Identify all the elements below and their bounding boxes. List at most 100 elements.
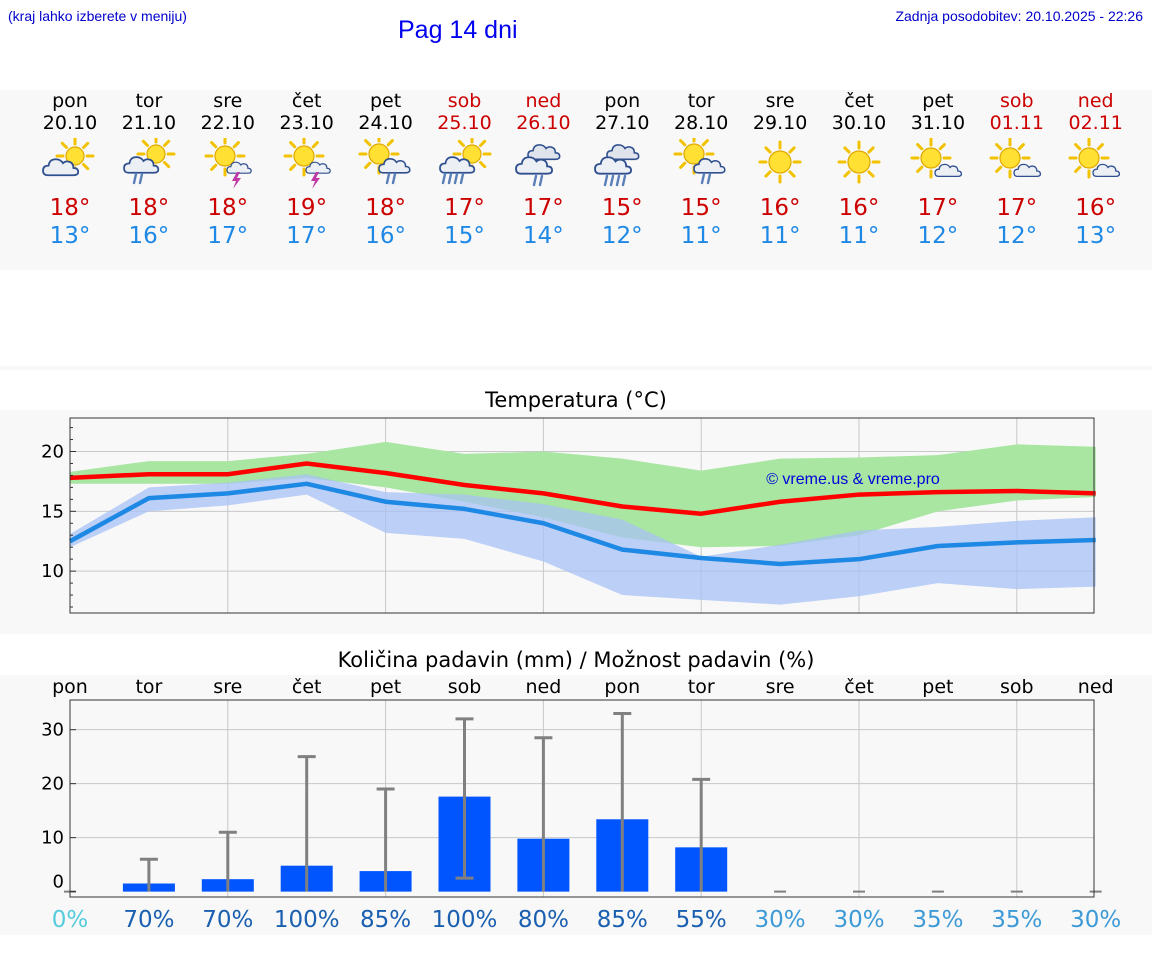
day-forecast: sob 25.10 17° 15° (425, 90, 505, 250)
x-category-label: pet (922, 676, 953, 698)
day-name: ned (525, 90, 562, 112)
day-name: sob (1000, 90, 1034, 112)
precip-probability-label: 100% (432, 907, 498, 933)
sun-small-cloud-icon (910, 138, 962, 179)
x-category-label: sre (213, 676, 242, 698)
precip-probability-label: 30% (1070, 907, 1121, 933)
x-category-label: sob (1000, 676, 1034, 698)
precip-probability-label: 0% (52, 907, 89, 933)
temp-range-band-min (70, 474, 1096, 605)
forecast-panel (0, 90, 1152, 270)
max-temp: 16° (1075, 195, 1117, 221)
page-title: Pag 14 dni (398, 16, 518, 44)
day-forecast: sre 29.10 16° 11° (740, 90, 820, 250)
min-temp: 12° (917, 223, 959, 249)
day-date: 29.10 (752, 112, 808, 134)
day-date: 23.10 (279, 112, 334, 134)
min-temp: 12° (996, 223, 1038, 249)
precip-probability-label: 35% (991, 907, 1042, 933)
max-temp: 17° (523, 195, 564, 221)
day-date: 25.10 (437, 112, 492, 134)
day-name: pet (369, 90, 402, 112)
temperature-chart: 10 15 20 © vreme.us & vreme.pro (41, 417, 1096, 614)
precip-probability-label: 30% (755, 907, 806, 933)
day-date: 27.10 (595, 112, 650, 134)
day-forecast: tor 28.10 15° 11° (661, 90, 741, 250)
day-date: 28.10 (673, 112, 729, 134)
sun-cloud-rain-icon (358, 138, 411, 185)
max-temp: 16° (838, 195, 880, 221)
sun-small-cloud-icon (989, 138, 1041, 179)
day-name: tor (687, 90, 715, 112)
min-temp: 11° (838, 223, 880, 249)
day-date: 20.10 (42, 112, 98, 134)
max-temp: 19° (286, 195, 328, 221)
min-temp: 13° (1075, 223, 1117, 249)
precip-probability-label: 70% (123, 907, 174, 933)
min-temp: 17° (286, 223, 328, 249)
x-category-label: čet (292, 676, 322, 698)
precip-probability-label: 35% (912, 907, 963, 933)
x-category-label: tor (688, 676, 715, 698)
x-category-label: ned (1078, 676, 1114, 698)
max-temp: 16° (759, 195, 801, 221)
min-temp: 16° (365, 223, 406, 249)
precip-probability-label: 85% (360, 907, 411, 933)
day-forecast: pon 20.10 18° 13° (30, 90, 110, 250)
y-tick-label: 20 (41, 774, 64, 795)
temp-range-band-max (70, 441, 1096, 548)
day-name: tor (135, 90, 163, 112)
sun-small-cloud-icon (1068, 138, 1120, 179)
day-forecast: ned 02.11 16° 13° (1056, 90, 1136, 250)
min-temp: 14° (523, 223, 564, 249)
day-forecast: pon 27.10 15° 12° (582, 90, 662, 250)
day-date: 26.10 (516, 112, 571, 134)
day-name: sob (447, 90, 482, 112)
day-date: 31.10 (910, 112, 966, 134)
day-forecast: čet 30.10 16° 11° (819, 90, 899, 250)
plot-frame (69, 699, 1095, 898)
max-temp: 18° (128, 195, 170, 221)
max-temp: 17° (917, 195, 959, 221)
sun-icon (837, 140, 881, 184)
day-forecast: tor 21.10 18° 16° (109, 90, 189, 250)
max-temp: 15° (680, 195, 722, 221)
day-name: sre (765, 90, 795, 112)
day-forecast: pet 31.10 17° 12° (898, 90, 978, 250)
day-name: ned (1077, 90, 1114, 112)
min-temp: 15° (444, 223, 485, 249)
precip-probability-label: 55% (676, 907, 727, 933)
y-tick-label: 10 (41, 828, 64, 849)
day-date: 24.10 (358, 112, 413, 134)
day-forecast: sob 01.11 17° 12° (977, 90, 1057, 250)
precip-probability-label: 80% (518, 907, 569, 933)
x-category-label: pon (604, 676, 640, 698)
day-name: čet (291, 90, 322, 112)
day-name: čet (844, 90, 874, 112)
partly-cloudy-icon (42, 138, 95, 177)
y-tick-label: 30 (41, 720, 64, 741)
max-temp: 18° (365, 195, 406, 221)
day-date: 02.11 (1068, 112, 1123, 134)
partly-cloudy-rain-icon (123, 138, 176, 185)
y-tick-label: 0 (53, 872, 64, 893)
y-tick-label: 10 (41, 561, 64, 582)
partly-cloudy-heavy-rain-icon (438, 138, 491, 185)
max-temp: 15° (601, 195, 643, 221)
max-temp: 17° (996, 195, 1038, 221)
day-name: pon (604, 90, 641, 112)
day-date: 21.10 (121, 112, 177, 134)
cloudy-heavy-rain-icon (594, 144, 640, 187)
precip-probability-label: 30% (833, 907, 884, 933)
x-category-label: čet (844, 676, 874, 698)
max-temp: 17° (444, 195, 485, 221)
sun-cloud-rain-icon (673, 138, 726, 185)
x-category-label: sob (448, 676, 482, 698)
x-category-label: pet (370, 676, 401, 698)
y-tick-label: 20 (41, 441, 64, 462)
day-forecast: ned 26.10 17° 14° (503, 90, 583, 250)
temperature-chart-title: Temperatura (°C) (485, 388, 667, 412)
day-date: 22.10 (200, 112, 255, 134)
x-category-label: tor (135, 676, 162, 698)
precip-probability-label: 85% (597, 907, 648, 933)
